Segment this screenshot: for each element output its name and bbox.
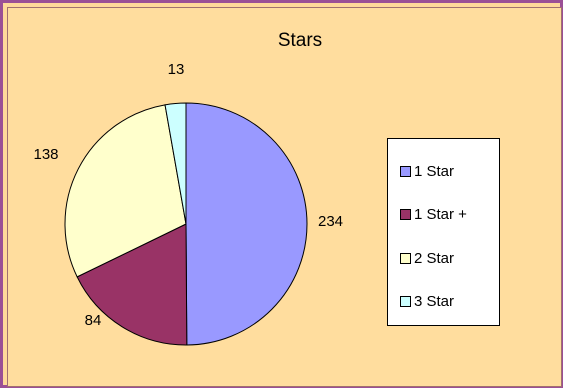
data-label-2-star: 138 — [33, 146, 58, 163]
legend-label-1-star-plus: 1 Star + — [414, 205, 467, 223]
legend-label-2-star: 2 Star — [414, 249, 455, 267]
legend-item-3-star: 3 Star — [400, 292, 455, 310]
legend-item-1-star: 1 Star — [400, 162, 455, 180]
pie-slice-3-star — [164, 102, 187, 225]
legend-item-1-star-plus: 1 Star + — [400, 205, 467, 223]
legend-item-2-star: 2 Star — [400, 249, 455, 267]
data-label-1-star-plus: 84 — [85, 312, 102, 329]
pie-slice-2-star — [64, 104, 187, 278]
chart-title: Stars — [277, 30, 323, 51]
pie-slice-1-star — [185, 102, 308, 346]
legend-swatch-3-star — [400, 295, 411, 307]
chart-legend: 1 Star 1 Star + 2 Star 3 Star — [387, 138, 500, 326]
data-label-1-star: 234 — [318, 213, 343, 230]
legend-swatch-2-star — [400, 252, 411, 264]
legend-swatch-1-star — [400, 165, 411, 177]
data-label-3-star: 13 — [168, 61, 185, 78]
legend-swatch-1-star-plus — [400, 208, 411, 220]
legend-label-1-star: 1 Star — [414, 162, 455, 180]
pie-slice-1-star-plus — [76, 223, 188, 346]
legend-label-3-star: 3 Star — [414, 292, 455, 310]
